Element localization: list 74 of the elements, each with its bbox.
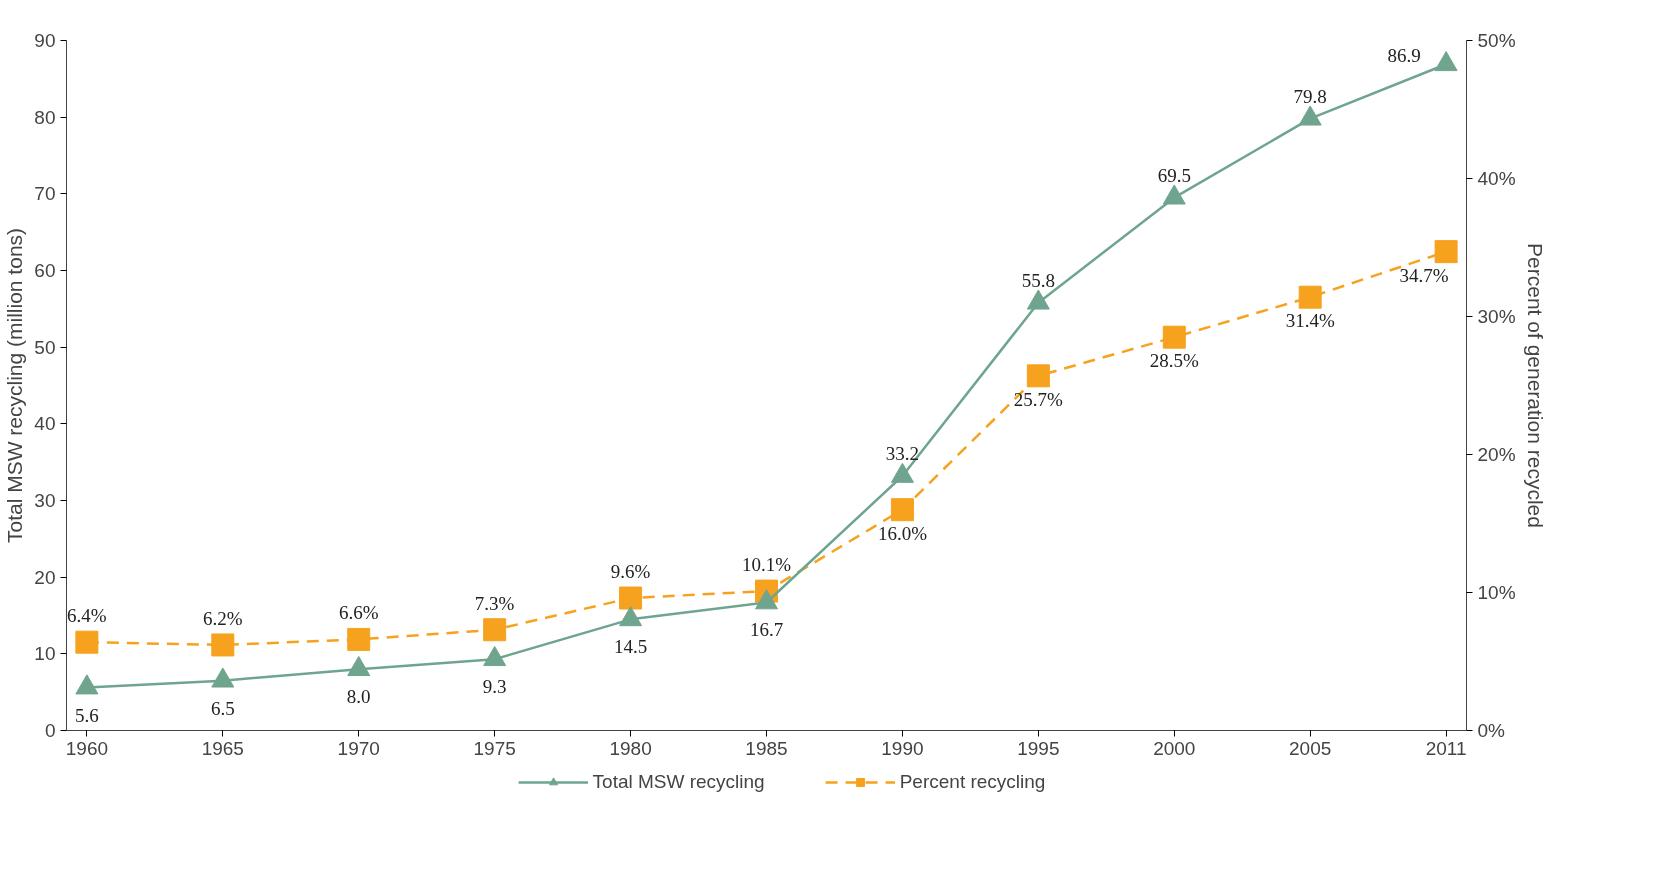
point (483, 646, 507, 667)
point (211, 633, 235, 657)
data-label: 86.9 (1387, 45, 1421, 67)
data-label: 9.3 (482, 676, 507, 698)
legend-label: Total MSW recycling (592, 771, 765, 793)
point (211, 667, 235, 688)
point (1026, 364, 1050, 388)
data-label: 34.7% (1399, 264, 1449, 286)
point (347, 627, 371, 651)
y-tick-label: 0 (44, 720, 56, 741)
point (75, 674, 99, 695)
y-tick-label: 60 (34, 260, 56, 281)
data-label: 31.4% (1285, 310, 1335, 332)
y-axis-title: Total MSW recycling (million tons) (3, 227, 27, 544)
data-label: 79.8 (1293, 85, 1327, 107)
data-label: 33.2 (885, 442, 920, 464)
point (1434, 240, 1458, 264)
point (890, 462, 914, 483)
data-label: 7.3% (474, 592, 515, 614)
y2-tick-label: 0% (1477, 720, 1506, 741)
y-tick-label: 50 (34, 336, 56, 358)
data-label: 6.4% (67, 605, 107, 627)
data-label: 14.5 (613, 636, 648, 658)
point (755, 589, 778, 610)
y-tick-label: 40 (34, 413, 56, 435)
data-label: 8.0 (346, 686, 371, 708)
y-tick-label: 10 (34, 643, 56, 665)
x-tick-label: 1975 (473, 737, 516, 759)
x-tick-label: 2000 (1153, 737, 1196, 759)
y-tick-label: 20 (34, 566, 56, 588)
y-tick-label: 30 (34, 490, 56, 511)
data-label: 16.0% (877, 522, 928, 544)
point (1298, 285, 1322, 309)
y-tick-label: 90 (34, 30, 56, 51)
x-tick-label: 2005 (1289, 737, 1332, 759)
point (1162, 184, 1186, 205)
y-tick-label: 70 (34, 183, 56, 205)
y2-tick-label: 20% (1477, 444, 1516, 465)
x-tick-label: 1985 (745, 737, 788, 759)
point (1026, 289, 1050, 310)
data-label: 69.5 (1157, 164, 1191, 186)
y2-tick-label: 30% (1477, 306, 1516, 327)
data-label: 9.6% (610, 561, 651, 583)
data-label: 5.6 (75, 704, 99, 726)
data-label: 28.5% (1149, 350, 1199, 372)
x-tick-label: 1980 (609, 737, 652, 759)
x-tick-label: 1995 (1017, 737, 1060, 759)
point (483, 618, 507, 642)
data-label: 6.5 (210, 697, 235, 719)
point (619, 606, 643, 627)
point (347, 655, 371, 677)
y2-axis-title: Percent of generation recycled (1523, 243, 1547, 528)
data-label: 6.6% (338, 602, 379, 624)
x-tick-label: 1965 (201, 737, 244, 759)
y2-tick-label: 50% (1477, 30, 1516, 51)
data-label: 55.8 (1021, 269, 1055, 291)
point (1162, 325, 1186, 349)
y2-tick-label: 40% (1477, 168, 1516, 189)
point (75, 630, 99, 654)
data-label: 16.7 (749, 619, 784, 641)
data-label: 6.2% (203, 607, 243, 629)
point (890, 498, 914, 522)
y2-tick-label: 10% (1477, 582, 1516, 603)
point (1434, 51, 1458, 72)
x-tick-label: 1990 (881, 737, 924, 759)
x-tick-label: 1960 (65, 737, 109, 759)
point (619, 586, 643, 610)
point (1298, 105, 1322, 126)
legend-label: Percent recycling (899, 771, 1046, 793)
data-label: 25.7% (1013, 388, 1064, 410)
data-label: 10.1% (741, 554, 792, 576)
y-tick-label: 80 (34, 106, 56, 128)
x-tick-label: 1970 (337, 737, 380, 759)
x-tick-label: 2011 (1425, 737, 1467, 759)
